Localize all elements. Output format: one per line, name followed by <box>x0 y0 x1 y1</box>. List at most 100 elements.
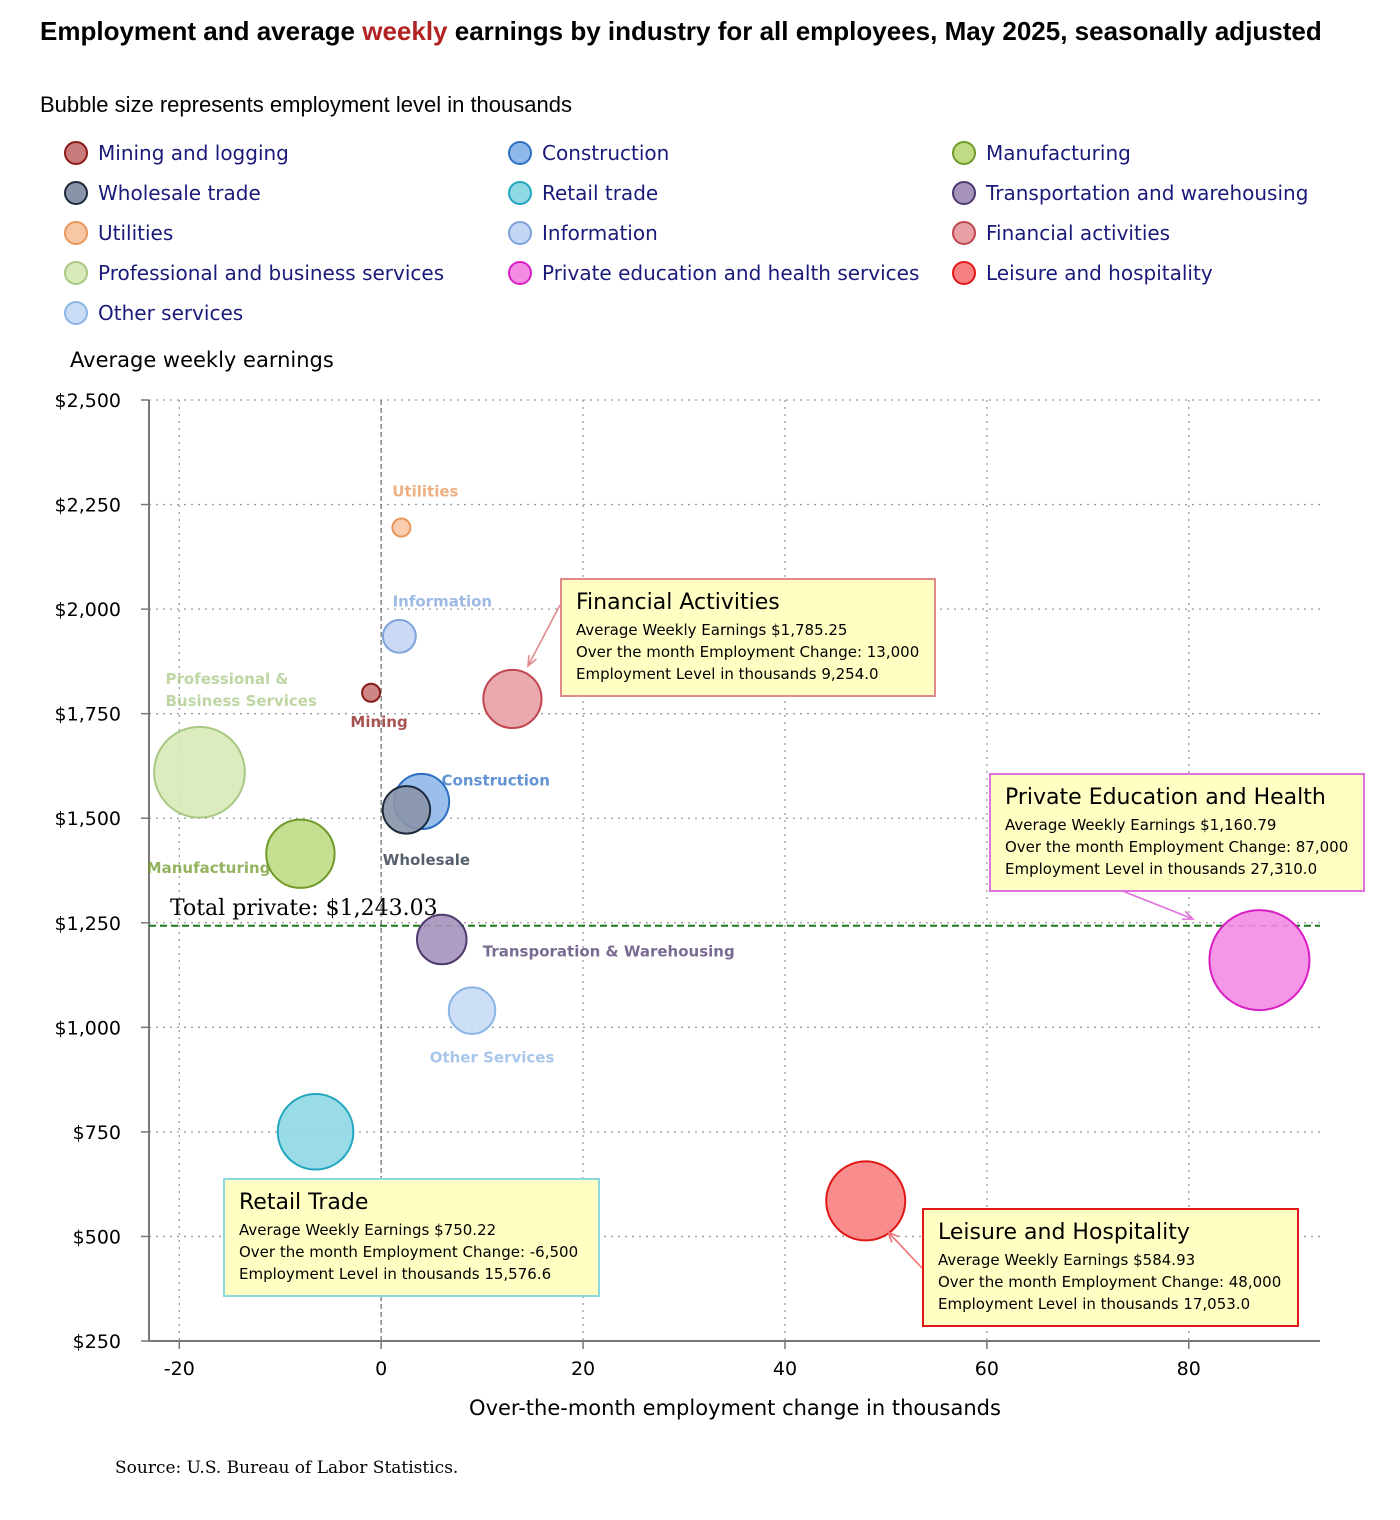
legend-label: Mining and logging <box>98 141 289 165</box>
bubble-label: Manufacturing <box>147 859 271 877</box>
y-tick-label: $500 <box>73 1226 121 1248</box>
callout-leisure-earnings: Average Weekly Earnings $584.93 <box>938 1251 1196 1269</box>
legend-item-construction[interactable]: Construction <box>508 138 669 168</box>
bubble-information <box>381 618 417 654</box>
legend-label: Private education and health services <box>542 261 920 285</box>
bubble-financial-activities <box>482 668 543 730</box>
y-tick-label: $2,500 <box>55 390 121 412</box>
bubble-retail-trade <box>276 1093 355 1171</box>
legend-label: Leisure and hospitality <box>986 261 1213 285</box>
legend-item-financial-activities[interactable]: Financial activities <box>952 218 1170 248</box>
callout-leisure: Leisure and Hospitality Average Weekly E… <box>922 1208 1299 1327</box>
callout-retail-level: Employment Level in thousands 15,576.6 <box>239 1265 552 1283</box>
callout-leisure-title: Leisure and Hospitality <box>938 1220 1190 1245</box>
legend-item-manufacturing[interactable]: Manufacturing <box>952 138 1131 168</box>
callout-education: Private Education and Health Average Wee… <box>989 773 1365 892</box>
chart-title: Employment and average weekly earnings b… <box>40 14 1340 48</box>
y-tick-label: $2,000 <box>55 599 121 621</box>
reference-line-label: Total private: $1,243.03 <box>170 896 438 921</box>
callout-retail-title: Retail Trade <box>239 1190 369 1215</box>
bubble-label: Transporation & Warehousing <box>483 943 735 961</box>
y-tick-label: $250 <box>73 1331 121 1353</box>
legend-item-leisure-and-hospitality[interactable]: Leisure and hospitality <box>952 258 1213 288</box>
y-tick-label: $1,750 <box>55 704 121 726</box>
x-tick-label: 40 <box>773 1358 797 1380</box>
callout-financial-arrow <box>527 604 561 667</box>
legend-swatch <box>508 141 532 165</box>
legend-item-wholesale-trade[interactable]: Wholesale trade <box>64 178 261 208</box>
bubble-label: Wholesale <box>383 851 470 869</box>
callout-education-change: Over the month Employment Change: 87,000 <box>1005 838 1349 856</box>
callout-financial-earnings: Average Weekly Earnings $1,785.25 <box>576 621 848 639</box>
legend-swatch <box>64 141 88 165</box>
bubble-label: Utilities <box>392 483 458 501</box>
legend-label: Wholesale trade <box>98 181 261 205</box>
callout-financial-level: Employment Level in thousands 9,254.0 <box>576 665 879 683</box>
bubble-professional-and-business-services <box>153 725 246 819</box>
legend-swatch <box>64 221 88 245</box>
legend-swatch <box>508 261 532 285</box>
bubble-label: Professional & <box>165 670 288 688</box>
legend-item-other-services[interactable]: Other services <box>64 298 243 328</box>
callout-education-level: Employment Level in thousands 27,310.0 <box>1005 860 1318 878</box>
legend-label: Transportation and warehousing <box>986 181 1309 205</box>
legend-item-private-education-and-health-services[interactable]: Private education and health services <box>508 258 919 288</box>
callout-education-earnings: Average Weekly Earnings $1,160.79 <box>1005 816 1277 834</box>
y-tick-label: $1,500 <box>55 808 121 830</box>
legend-swatch <box>952 221 976 245</box>
legend-swatch <box>952 261 976 285</box>
y-tick-label: $1,000 <box>55 1017 121 1039</box>
legend-label: Utilities <box>98 221 174 245</box>
title-part-1: Employment and average <box>40 16 363 46</box>
legend-swatch <box>64 261 88 285</box>
source-note: Source: U.S. Bureau of Labor Statistics. <box>115 1458 459 1478</box>
bubble-manufacturing <box>265 818 336 889</box>
callout-leisure-arrow-head <box>886 1230 899 1243</box>
y-tick-label: $1,250 <box>55 913 121 935</box>
x-axis-title: Over-the-month employment change in thou… <box>469 1396 1001 1420</box>
callout-education-arrow <box>1114 887 1194 920</box>
legend-label: Manufacturing <box>986 141 1131 165</box>
x-tick-label: 20 <box>571 1358 595 1380</box>
bubble-label: Business Services <box>165 692 316 710</box>
legend-item-transportation-and-warehousing[interactable]: Transportation and warehousing <box>952 178 1308 208</box>
callout-leisure-arrow <box>887 1231 923 1269</box>
bubble-label: Construction <box>442 771 550 789</box>
bubble-leisure-and-hospitality <box>825 1160 907 1242</box>
y-tick-label: $750 <box>73 1122 121 1144</box>
callout-leisure-level: Employment Level in thousands 17,053.0 <box>938 1295 1251 1313</box>
bubble-label: Mining <box>350 713 407 731</box>
bubble-wholesale-trade <box>381 785 432 835</box>
legend-item-mining-and-logging[interactable]: Mining and logging <box>64 138 289 168</box>
legend-label: Other services <box>98 301 244 325</box>
y-axis-title: Average weekly earnings <box>70 348 334 372</box>
callout-education-arrow-head <box>1181 910 1195 921</box>
title-part-2: earnings by industry for all employees, … <box>447 16 1322 46</box>
x-tick-label: -20 <box>164 1358 195 1380</box>
x-tick-label: 60 <box>975 1358 999 1380</box>
bubble-label: Other Services <box>430 1049 555 1067</box>
legend-item-information[interactable]: Information <box>508 218 658 248</box>
callout-leisure-change: Over the month Employment Change: 48,000 <box>938 1273 1282 1291</box>
legend-label: Construction <box>542 141 670 165</box>
bubble-other-services <box>447 986 497 1035</box>
legend-label: Information <box>542 221 658 245</box>
legend-swatch <box>952 141 976 165</box>
callout-financial-arrow-head <box>527 654 538 668</box>
x-tick-label: 0 <box>375 1358 387 1380</box>
callout-education-title: Private Education and Health <box>1005 785 1326 810</box>
callout-financial: Financial Activities Average Weekly Earn… <box>560 578 936 697</box>
chart-subtitle: Bubble size represents employment level … <box>40 92 572 117</box>
bubble-utilities <box>391 517 412 538</box>
callout-financial-title: Financial Activities <box>576 590 780 615</box>
bubble-label: Information <box>393 592 493 610</box>
legend-item-utilities[interactable]: Utilities <box>64 218 173 248</box>
legend-label: Financial activities <box>986 221 1171 245</box>
legend-item-professional-and-business-services[interactable]: Professional and business services <box>64 258 444 288</box>
legend-swatch <box>952 181 976 205</box>
legend-swatch <box>64 181 88 205</box>
legend-item-retail-trade[interactable]: Retail trade <box>508 178 658 208</box>
bubble-transportation-and-warehousing <box>415 913 468 966</box>
legend-swatch <box>508 181 532 205</box>
bubble-private-education-and-health-services <box>1208 909 1311 1012</box>
